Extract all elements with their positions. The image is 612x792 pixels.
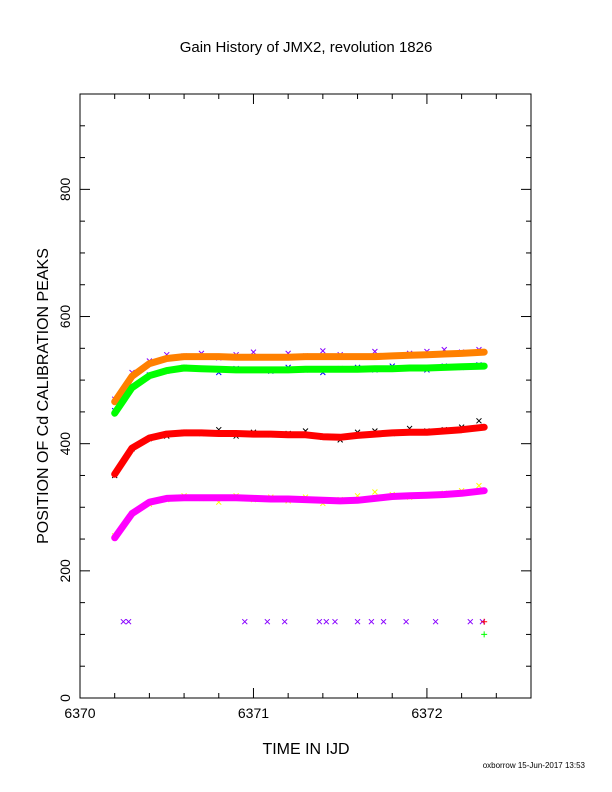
x-tick-label: 6372 (411, 705, 442, 721)
x-marker (264, 618, 271, 625)
x-marker (332, 618, 338, 625)
series-7 (111, 487, 488, 542)
y-tick-label: 600 (57, 305, 73, 329)
plus-marker (481, 631, 488, 638)
y-tick-label: 400 (57, 432, 73, 456)
x-marker (281, 618, 288, 625)
x-marker (368, 618, 375, 625)
x-marker (432, 618, 439, 625)
x-marker (403, 618, 409, 625)
x-tick-label: 6371 (238, 705, 269, 721)
series-10 (481, 618, 488, 625)
x-marker (241, 618, 248, 625)
axis-tick-labels: 6370 6371 6372 0 200 400 600 800 (57, 177, 443, 721)
x-axis-label: TIME IN IJD (262, 741, 349, 758)
y-tick-label: 0 (57, 694, 73, 702)
series-6 (111, 423, 488, 478)
fit-curve (111, 362, 488, 417)
x-marker (354, 618, 361, 625)
x-marker (380, 618, 387, 625)
y-axis-label: POSITION OF Cd CALIBRATION PEAKS (35, 248, 52, 544)
x-marker (476, 417, 482, 424)
chart-title: Gain History of JMX2, revolution 1826 (180, 39, 433, 56)
x-marker (467, 618, 474, 625)
y-tick-label: 200 (57, 559, 73, 583)
fit-curve (111, 487, 488, 542)
plot-border (79, 93, 532, 699)
x-tick-label: 6370 (64, 705, 95, 721)
series-4 (111, 348, 488, 406)
x-marker (476, 482, 482, 489)
series-2 (111, 417, 482, 479)
fit-curve (111, 423, 488, 478)
series-8 (120, 618, 486, 625)
axis-ticks (79, 93, 532, 699)
series-5 (111, 362, 488, 417)
series-3 (111, 482, 482, 539)
series-layer (111, 346, 488, 638)
footer-stamp: oxborrow 15-Jun-2017 13:53 (483, 761, 586, 770)
plus-marker (481, 618, 488, 625)
y-tick-label: 800 (57, 177, 73, 201)
fit-curve (111, 348, 488, 406)
x-marker (120, 618, 127, 625)
x-marker (323, 618, 330, 625)
x-marker (372, 489, 378, 495)
plot-area (79, 93, 532, 699)
series-9 (481, 631, 488, 638)
x-marker (319, 348, 326, 354)
x-marker (316, 618, 323, 625)
x-marker (125, 618, 132, 625)
